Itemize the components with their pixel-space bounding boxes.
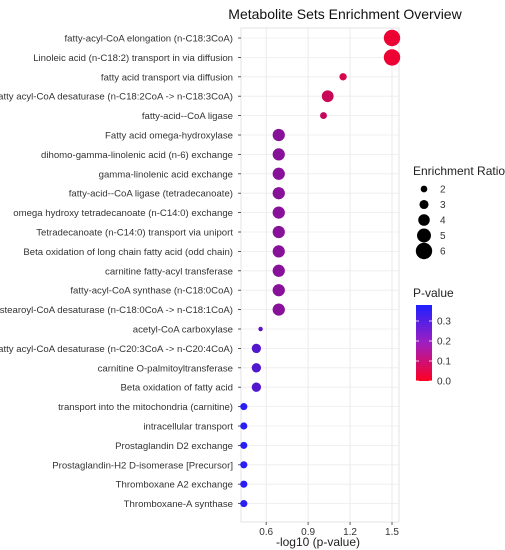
color-legend: P-value 0.0 0.1 0.2 0.3	[413, 286, 454, 388]
x-axis: 0.6 0.9 1.2 1.5	[259, 522, 399, 538]
y-tick-label: Thromboxane-A synthase	[124, 499, 233, 510]
data-point	[258, 326, 263, 332]
data-point	[320, 112, 327, 120]
y-tick-label: omega hydroxy tetradecanoate (n-C14:0) e…	[13, 208, 233, 219]
x-tick-label: 1.2	[343, 527, 357, 538]
y-tick-label: fatty acid transport via diffusion	[101, 72, 233, 83]
y-tick-label: acetyl-CoA carboxylase	[133, 325, 233, 336]
y-tick-label: intracellular transport	[143, 422, 233, 433]
data-point	[272, 206, 285, 219]
size-legend-dot	[420, 185, 428, 193]
x-axis-title: -log10 (p-value)	[276, 535, 360, 549]
color-tick-label: 0.3	[437, 317, 451, 328]
y-tick-label: Tetradecanoate (n-C14:0) transport via u…	[36, 228, 233, 239]
color-tick-label: 0.2	[437, 337, 451, 348]
chart-title: Metabolite Sets Enrichment Overview	[228, 6, 462, 22]
data-point	[240, 480, 248, 488]
size-legend-label: 2	[440, 185, 446, 196]
plot-panel	[240, 27, 400, 523]
y-tick-label: transport into the mitochondria (carniti…	[58, 402, 233, 413]
color-tick-label: 0.0	[437, 377, 451, 388]
y-tick-label: dihomo-gamma-linolenic acid (n-6) exchan…	[41, 150, 233, 161]
data-point	[272, 264, 285, 277]
data-point	[321, 90, 334, 103]
size-legend-dot	[417, 228, 431, 243]
x-tick-label: 1.5	[385, 527, 399, 538]
data-point	[272, 225, 285, 239]
x-tick-label: 0.6	[259, 527, 273, 538]
data-point	[339, 73, 347, 81]
size-legend-label: 4	[440, 216, 446, 227]
y-tick-label: Prostaglandin-H2 D-isomerase [Precursor]	[52, 460, 233, 471]
size-legend-dot	[418, 214, 430, 226]
color-legend-title: P-value	[413, 286, 454, 300]
data-point	[272, 245, 285, 258]
data-point	[272, 284, 285, 297]
x-tick-label: 0.9	[301, 527, 315, 538]
data-point	[272, 167, 285, 180]
y-tick-label: Fatty acid omega-hydroxylase	[105, 131, 233, 142]
size-legend-dot	[419, 199, 429, 210]
y-tick-label: Prostaglandin D2 exchange	[115, 441, 233, 452]
data-point	[272, 187, 285, 200]
data-points	[240, 29, 401, 508]
color-bar	[416, 305, 432, 381]
data-point	[240, 422, 248, 430]
data-point	[272, 303, 285, 316]
data-point	[251, 343, 262, 354]
y-tick-label: carnitine fatty-acyl transferase	[105, 266, 233, 277]
data-point	[251, 382, 262, 392]
size-legend-label: 3	[440, 200, 446, 211]
data-point	[240, 500, 248, 508]
y-tick-label: fatty acyl-CoA desaturase (n-C20:3CoA ->…	[0, 344, 233, 355]
y-tick-label: fatty-acyl-CoA elongation (n-C18:3CoA)	[64, 34, 233, 45]
color-tick-label: 0.1	[437, 357, 451, 368]
grid-lines	[241, 28, 399, 522]
data-point	[272, 128, 285, 142]
y-tick-label: fatty-acyl-CoA synthase (n-C18:0CoA)	[70, 286, 233, 297]
y-tick-label: fatty acyl-CoA desaturase (n-C18:2CoA ->…	[0, 92, 233, 103]
size-legend-label: 5	[440, 231, 446, 242]
data-point	[383, 29, 401, 47]
data-point	[240, 441, 248, 449]
y-tick-label: fatty-acid--CoA ligase	[142, 111, 233, 122]
y-tick-label: stearoyl-CoA desaturase (n-C18:0CoA -> n…	[0, 305, 233, 316]
data-point	[272, 148, 285, 161]
data-point	[240, 461, 248, 469]
data-point	[240, 403, 248, 411]
data-point	[383, 49, 401, 66]
y-axis-labels: fatty-acyl-CoA elongation (n-C18:3CoA) Li…	[0, 34, 241, 510]
size-legend: Enrichment Ratio 2 3 4 5 6	[413, 164, 505, 260]
y-tick-label: carnitine O-palmitoyltransferase	[98, 363, 233, 374]
y-tick-label: fatty-acid--CoA ligase (tetradecanoate)	[69, 189, 233, 200]
data-point	[251, 363, 262, 373]
y-tick-label: Beta oxidation of fatty acid	[120, 383, 233, 394]
size-legend-title: Enrichment Ratio	[413, 164, 505, 178]
y-tick-label: Linoleic acid (n-C18:2) transport in via…	[33, 53, 233, 64]
size-legend-label: 6	[440, 247, 446, 258]
y-tick-label: Thromboxane A2 exchange	[116, 480, 233, 491]
y-tick-label: Beta oxidation of long chain fatty acid …	[23, 247, 233, 258]
size-legend-dot	[415, 242, 433, 260]
y-tick-label: gamma-linolenic acid exchange	[99, 169, 233, 180]
